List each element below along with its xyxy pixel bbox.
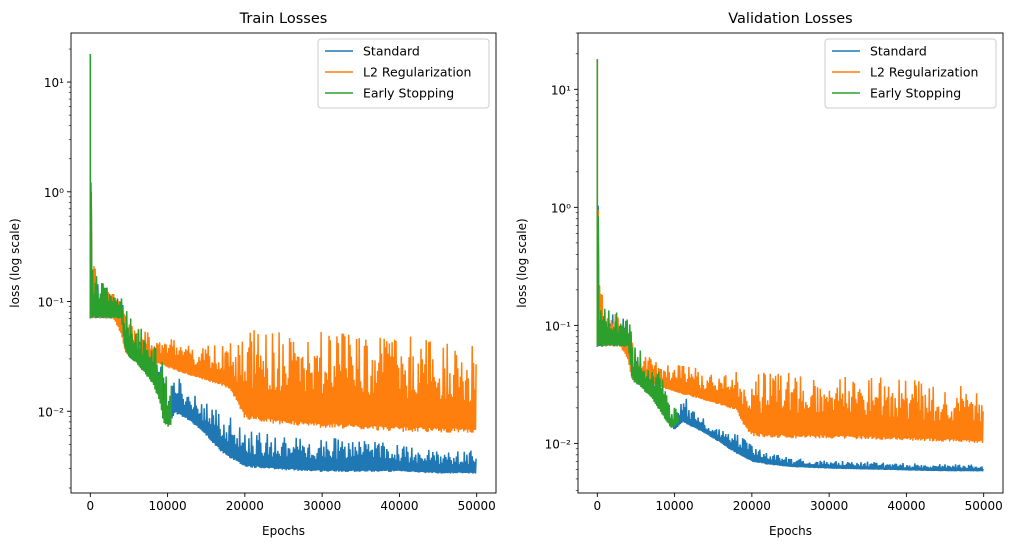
- series-l2-regularization: [89, 54, 477, 433]
- y-tick-label: 10⁻²: [545, 437, 572, 451]
- subplot-validation: 0 10000 20000 30000 40000 50000 10⁻² 10⁻¹ 10⁰ 10¹…: [515, 11, 1004, 538]
- series-early-stopping: [89, 54, 173, 427]
- x-axis-label: Epochs: [262, 524, 305, 538]
- x-tick-label: 40000: [887, 499, 925, 513]
- x-tick-label: 30000: [303, 499, 341, 513]
- legend-label: L2 Regularization: [870, 65, 978, 80]
- x-tick-label: 0: [593, 499, 601, 513]
- axes-frame: [70, 32, 497, 494]
- legend-label: Standard: [363, 44, 420, 59]
- plot-area: [89, 54, 477, 474]
- y-tick-label: 10⁰: [551, 201, 571, 215]
- x-tick-label: 40000: [380, 499, 418, 513]
- legend: Standard L2 Regularization Early Stopping: [317, 38, 490, 109]
- axes-frame: [577, 32, 1004, 494]
- series-early-stopping: [596, 59, 680, 428]
- x-tick-label: 50000: [965, 499, 1003, 513]
- x-tick-label: 0: [86, 499, 94, 513]
- series-line: [89, 54, 173, 427]
- y-tick-label: 10⁻¹: [38, 296, 65, 310]
- x-tick-label: 20000: [226, 499, 264, 513]
- series-line: [596, 59, 984, 444]
- y-tick-label: 10¹: [551, 83, 571, 97]
- series-l2-regularization: [596, 59, 984, 444]
- legend-label: Early Stopping: [363, 86, 454, 101]
- y-axis-label: loss (log scale): [515, 218, 529, 307]
- series-line: [89, 54, 477, 433]
- subplot-train: 0 10000 20000 30000 40000 50000 10⁻² 10⁻¹ 10⁰ 10¹…: [8, 11, 497, 538]
- legend: Standard L2 Regularization Early Stopping: [824, 38, 997, 109]
- y-tick-label: 10¹: [44, 76, 64, 90]
- legend-box: [824, 38, 997, 109]
- y-tick-label: 10⁰: [44, 186, 64, 200]
- y-tick-label: 10⁻¹: [545, 319, 572, 333]
- x-tick-label: 50000: [458, 499, 496, 513]
- x-tick-label: 30000: [810, 499, 848, 513]
- plot-title: Validation Losses: [728, 11, 853, 27]
- plot-area: [596, 59, 984, 472]
- x-axis-label: Epochs: [769, 524, 812, 538]
- plot-title: Train Losses: [239, 11, 328, 27]
- y-axis-label: loss (log scale): [8, 218, 22, 307]
- legend-box: [317, 38, 490, 109]
- x-tick-label: 10000: [655, 499, 693, 513]
- legend-label: Standard: [870, 44, 927, 59]
- x-tick-label: 10000: [148, 499, 186, 513]
- legend-label: L2 Regularization: [363, 65, 471, 80]
- x-tick-label: 20000: [733, 499, 771, 513]
- series-line: [596, 59, 680, 428]
- y-tick-label: 10⁻²: [38, 405, 65, 419]
- legend-label: Early Stopping: [870, 86, 961, 101]
